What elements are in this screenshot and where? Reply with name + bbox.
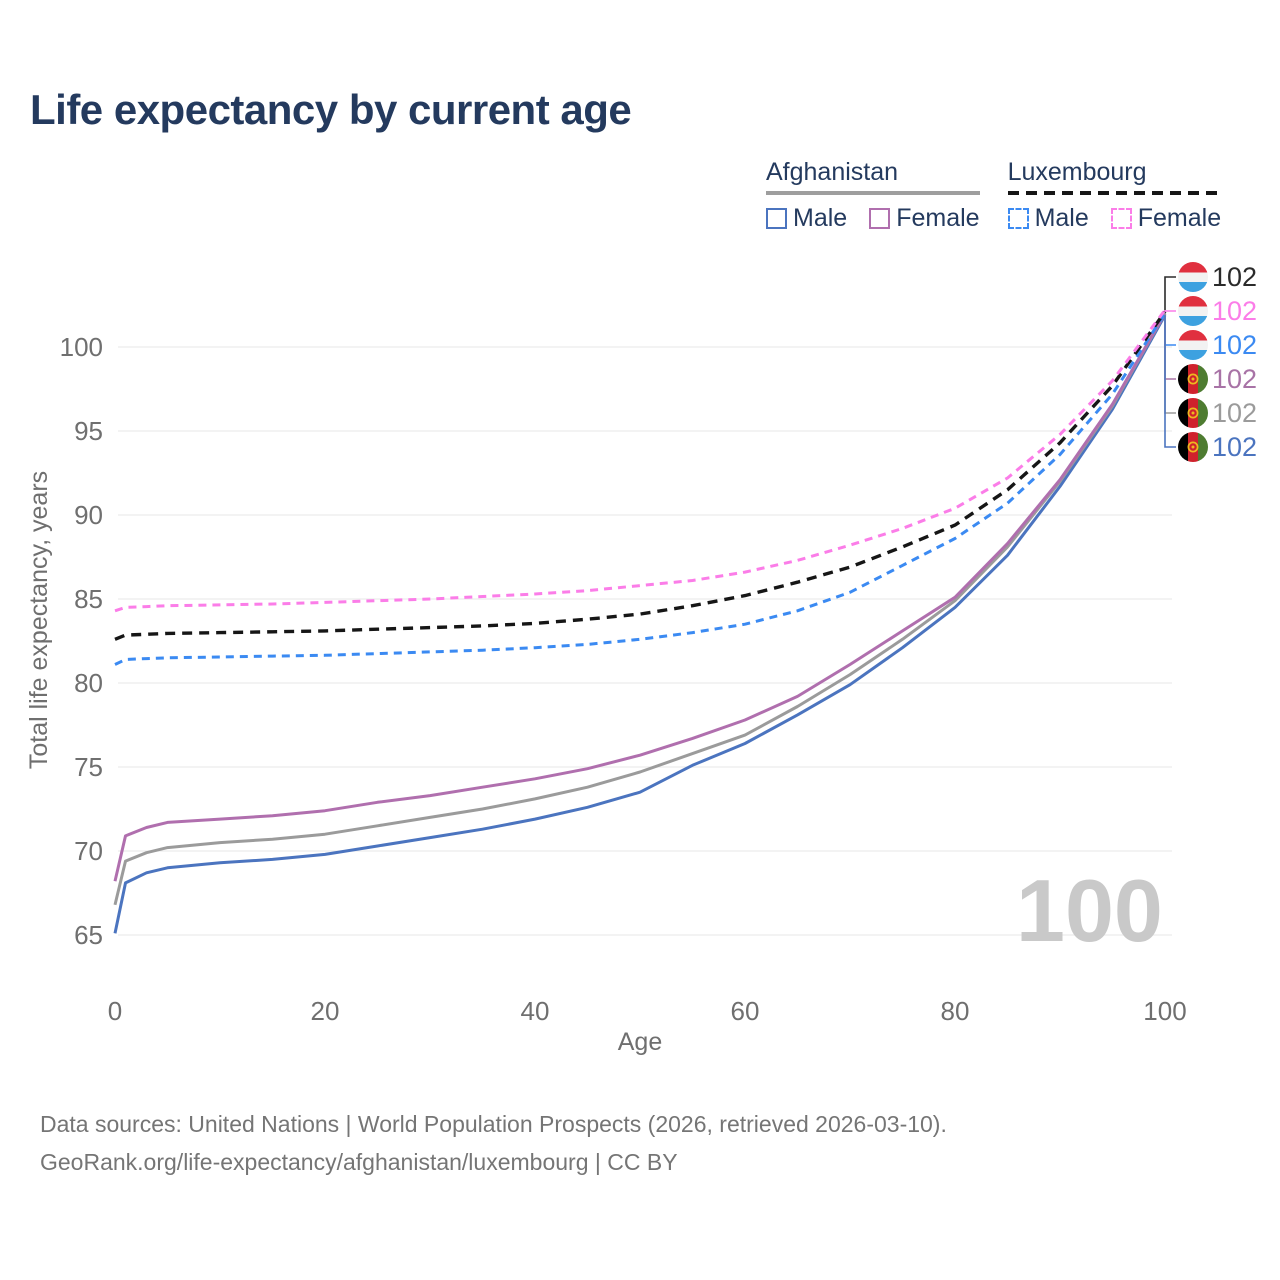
edge-label-leader-afghanistan-male: [1164, 315, 1176, 448]
legend-item-luxembourg-male: Male: [1007, 204, 1089, 233]
luxembourg-flag-icon: [1178, 330, 1208, 360]
edge-label-leader-luxembourg-female: [1164, 310, 1176, 312]
luxembourg-flag-icon: [1178, 262, 1208, 292]
flag-stripe-blue: [1178, 350, 1208, 360]
series-line-afghanistan-male: [113, 314, 1167, 934]
flag-stripe-red: [1178, 330, 1208, 341]
legend-item-label: Male: [1034, 204, 1089, 232]
y-tick-label-90: 90: [74, 500, 103, 530]
series-line-luxembourg-all: [114, 310, 1167, 641]
y-tick-label-65: 65: [74, 920, 103, 950]
legend-swatch-icon: [1110, 208, 1132, 229]
legend-items-row: Male Female: [1007, 204, 1222, 233]
x-tick-label-40: 40: [521, 996, 550, 1026]
series-line-luxembourg-female: [114, 309, 1167, 613]
y-tick-label-80: 80: [74, 668, 103, 698]
flag-emblem: [1187, 373, 1199, 385]
flag-emblem-dot: [1191, 445, 1195, 449]
flag-stripe-blue: [1178, 316, 1208, 326]
legend-item-label: Female: [896, 204, 980, 232]
legend-swatch-icon: [1007, 208, 1029, 229]
afghanistan-flag-icon: [1178, 398, 1208, 428]
y-axis-title: Total life expectancy, years: [25, 471, 53, 769]
footer-attribution: GeoRank.org/life-expectancy/afghanistan/…: [40, 1149, 678, 1175]
afghanistan-flag-icon: [1178, 364, 1208, 394]
x-tick-label-0: 0: [108, 996, 122, 1026]
legend-country-label: Luxembourg: [1007, 158, 1147, 186]
legend-swatch-icon: [869, 208, 891, 229]
flag-emblem: [1187, 407, 1199, 419]
flag-stripe-green: [1198, 398, 1208, 428]
footer-data-sources: Data sources: United Nations | World Pop…: [40, 1111, 947, 1137]
edge-label-value-luxembourg-male: 102: [1212, 330, 1257, 360]
flag-stripe-blue: [1178, 282, 1208, 292]
y-tick-label-70: 70: [74, 836, 103, 866]
legend-country-underline-dashed: [1007, 191, 1222, 195]
edge-label-leader-luxembourg-all: [1164, 276, 1176, 312]
edge-label-leader-afghanistan-female: [1164, 313, 1176, 380]
x-axis-title: Age: [618, 1028, 662, 1056]
series-line-afghanistan-all: [113, 312, 1167, 906]
y-tick-label-75: 75: [74, 752, 103, 782]
edge-label-value-afghanistan-female: 102: [1212, 364, 1257, 394]
edge-label-leader-afghanistan-all: [1164, 313, 1176, 414]
series-line-afghanistan-female: [113, 312, 1167, 882]
legend-item-afghanistan-male: Male: [766, 204, 847, 233]
flag-emblem-dot: [1191, 411, 1195, 415]
flag-stripe-black: [1178, 364, 1188, 394]
flag-stripe-white: [1178, 340, 1208, 350]
legend-item-label: Male: [793, 204, 848, 232]
afghanistan-flag-icon: [1178, 432, 1208, 462]
flag-stripe-green: [1198, 364, 1208, 394]
page-title: Life expectancy by current age: [30, 86, 632, 133]
flag-stripe-black: [1178, 432, 1188, 462]
legend-group-afghanistan: Afghanistan Male Female: [766, 158, 980, 233]
flag-stripe-white: [1178, 272, 1208, 282]
legend-country-label: Afghanistan: [766, 158, 899, 186]
x-tick-label-80: 80: [941, 996, 970, 1026]
x-tick-label-60: 60: [731, 996, 760, 1026]
legend-group-luxembourg: Luxembourg Male Female: [1007, 158, 1222, 233]
edge-label-value-afghanistan-all: 102: [1212, 398, 1257, 428]
legend-item-label: Female: [1137, 204, 1222, 232]
legend-swatch-icon: [766, 208, 787, 229]
flag-stripe-black: [1178, 398, 1188, 428]
footer: Data sources: United Nations | World Pop…: [40, 1105, 947, 1181]
flag-emblem-dot: [1191, 377, 1195, 381]
flag-emblem: [1187, 441, 1199, 453]
y-tick-label-95: 95: [74, 416, 103, 446]
x-tick-label-20: 20: [311, 996, 340, 1026]
edge-label-value-luxembourg-all: 102: [1212, 262, 1257, 292]
luxembourg-flag-icon: [1178, 296, 1208, 326]
flag-stripe-red: [1178, 262, 1208, 273]
watermark-age-counter: 100: [1016, 861, 1163, 960]
y-tick-label-85: 85: [74, 584, 103, 614]
edge-label-leader-luxembourg-male: [1164, 313, 1176, 346]
flag-stripe-green: [1198, 432, 1208, 462]
legend-country-underline-solid: [766, 191, 980, 195]
legend-item-afghanistan-female: Female: [869, 204, 980, 233]
legend-item-luxembourg-female: Female: [1110, 204, 1222, 233]
flag-stripe-white: [1178, 306, 1208, 316]
flag-stripe-red: [1178, 296, 1208, 307]
legend: Afghanistan Male Female Luxembourg Male Femal…: [766, 158, 1222, 233]
edge-label-value-afghanistan-male: 102: [1212, 432, 1257, 462]
edge-label-value-luxembourg-female: 102: [1212, 296, 1257, 326]
x-tick-label-100: 100: [1143, 996, 1186, 1026]
series-line-luxembourg-male: [114, 312, 1167, 666]
legend-items-row: Male Female: [766, 204, 980, 233]
y-tick-label-100: 100: [60, 332, 103, 362]
